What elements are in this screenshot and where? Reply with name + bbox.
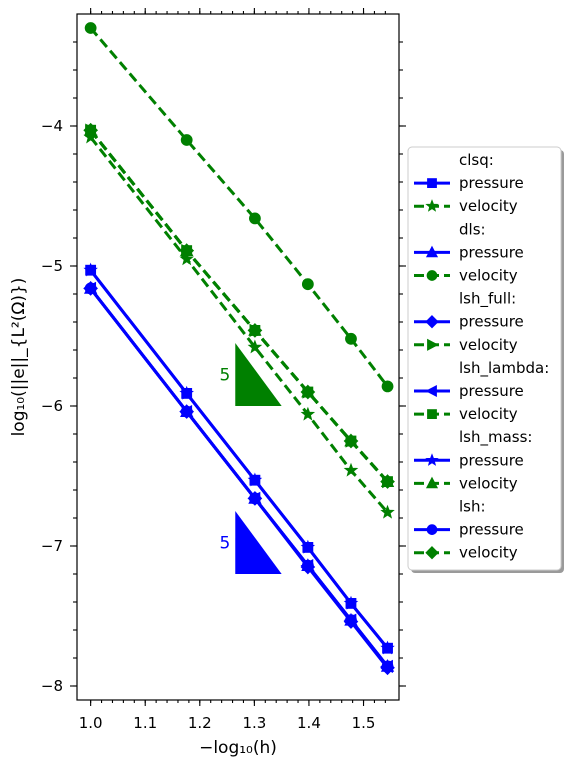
series-marker xyxy=(300,384,316,400)
legend-marker xyxy=(425,476,439,489)
axis-ticks xyxy=(70,8,406,706)
series-marker xyxy=(247,472,263,487)
y-axis-label: log₁₀(||e||_{L²(Ω)}) xyxy=(9,278,29,437)
series-marker xyxy=(381,380,394,393)
series-lsh-velocity xyxy=(83,122,395,489)
legend-marker xyxy=(425,453,439,466)
series-marker xyxy=(247,339,263,354)
legend-entry-label: pressure xyxy=(459,313,524,331)
series-marker xyxy=(380,474,395,489)
series-marker xyxy=(83,262,98,277)
legend-entry-label: velocity xyxy=(459,405,518,423)
series-marker xyxy=(345,332,357,345)
series-line xyxy=(89,27,389,388)
series-lsh_mass-velocity xyxy=(83,122,395,488)
tick-labels: 1.0 1.1 1.2 1.3 1.4 1.5 −4 −5 −6 −7 −8 xyxy=(41,117,376,732)
series-marker xyxy=(343,433,359,449)
series-marker xyxy=(179,243,195,258)
series-layer xyxy=(83,22,395,676)
legend-marker xyxy=(426,524,438,535)
legend-marker xyxy=(425,315,439,329)
legend-entry-label: pressure xyxy=(459,521,524,539)
legend-entry-label: velocity xyxy=(459,336,518,354)
legend-entry-label: velocity xyxy=(459,544,518,562)
x-axis-label: −log₁₀(h) xyxy=(199,738,277,758)
legend-marker xyxy=(426,270,438,281)
slope-triangles: 55 xyxy=(219,343,282,574)
series-marker xyxy=(301,559,314,572)
series-marker xyxy=(343,595,359,610)
legend-marker xyxy=(425,199,439,212)
legend-marker xyxy=(427,338,439,351)
series-line xyxy=(89,136,389,514)
legend-group-label: lsh_mass: xyxy=(459,428,532,447)
slope-label: 5 xyxy=(219,366,230,386)
legend-marker xyxy=(425,546,439,560)
legend-marker xyxy=(425,245,439,258)
y-tick-label: −5 xyxy=(41,257,63,275)
series-marker xyxy=(301,278,314,291)
legend-entry-label: velocity xyxy=(459,474,518,492)
series-marker xyxy=(247,323,263,338)
y-tick-label: −7 xyxy=(41,537,63,555)
series-marker xyxy=(84,22,97,34)
legend-marker xyxy=(427,178,437,189)
series-marker xyxy=(180,134,193,146)
series-line xyxy=(89,269,389,650)
slope-triangle xyxy=(235,511,282,574)
series-line xyxy=(89,129,389,483)
series-lsh_full-velocity xyxy=(85,123,395,489)
series-lsh_mass-pressure xyxy=(83,262,395,655)
series-marker xyxy=(381,660,394,673)
series-line xyxy=(89,287,389,668)
legend-entry-label: velocity xyxy=(459,197,518,215)
legend-entry-label: pressure xyxy=(459,451,524,469)
slope-triangle xyxy=(235,343,282,406)
legend-group-label: dls: xyxy=(459,220,486,238)
series-lsh-pressure xyxy=(84,282,394,673)
x-tick-label: 1.4 xyxy=(297,714,321,732)
x-tick-label: 1.5 xyxy=(352,714,376,732)
legend-group-label: lsh_full: xyxy=(459,290,516,309)
series-marker xyxy=(380,504,395,519)
series-marker xyxy=(249,492,261,505)
series-marker xyxy=(180,405,193,418)
series-line xyxy=(89,129,389,483)
series-marker xyxy=(83,122,98,138)
series-marker xyxy=(345,614,357,627)
series-marker xyxy=(300,406,316,421)
series-marker xyxy=(179,385,195,400)
x-tick-label: 1.1 xyxy=(133,714,157,732)
x-tick-label: 1.3 xyxy=(242,714,266,732)
series-marker xyxy=(84,282,97,295)
series-marker xyxy=(249,212,261,225)
y-tick-label: −8 xyxy=(41,677,63,695)
legend-group-label: clsq: xyxy=(459,151,494,169)
series-line xyxy=(89,129,389,483)
series-marker xyxy=(343,462,359,477)
legend-entry-label: pressure xyxy=(459,174,524,192)
y-tick-label: −4 xyxy=(41,117,63,135)
legend: clsq: pressure velocity dls: pressure velocit… xyxy=(407,146,564,573)
legend-marker xyxy=(427,409,437,420)
series-dls-velocity xyxy=(84,22,394,393)
legend-marker xyxy=(425,384,437,398)
legend-entry-label: pressure xyxy=(459,243,524,261)
series-line xyxy=(89,129,389,483)
legend-group-label: lsh_lambda: xyxy=(459,359,549,378)
series-marker xyxy=(300,539,316,554)
x-tick-label: 1.0 xyxy=(79,714,103,732)
series-marker xyxy=(179,251,195,266)
x-tick-label: 1.2 xyxy=(188,714,212,732)
plot-frame xyxy=(76,13,400,701)
series-marker xyxy=(380,640,395,655)
y-tick-label: −6 xyxy=(41,397,63,415)
legend-entry-label: velocity xyxy=(459,267,518,285)
legend-group-label: lsh: xyxy=(459,498,486,516)
slope-label: 5 xyxy=(219,534,230,554)
legend-entry-label: pressure xyxy=(459,382,524,400)
